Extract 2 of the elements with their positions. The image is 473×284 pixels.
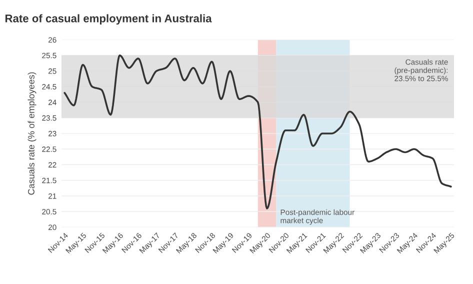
chart-title: Rate of casual employment in Australia xyxy=(5,14,212,25)
y-axis-title: Casuals rate (% of employees) xyxy=(28,72,36,195)
